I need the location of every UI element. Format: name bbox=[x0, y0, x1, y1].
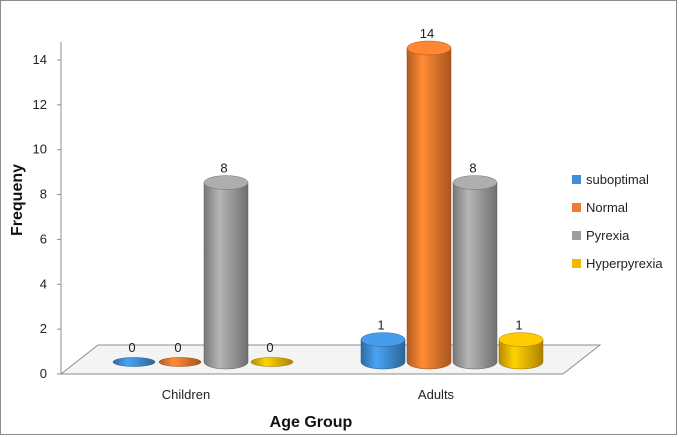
data-label: 8 bbox=[469, 161, 476, 176]
bar-hyperpyrexia-adults bbox=[498, 339, 544, 370]
legend-label: Pyrexia bbox=[586, 227, 630, 243]
legend-item-normal: Normal bbox=[572, 198, 663, 216]
bar-normal-adults bbox=[406, 47, 452, 370]
data-label: 14 bbox=[420, 26, 434, 41]
legend-label: suboptimal bbox=[586, 171, 649, 187]
x-axis-title: Age Group bbox=[270, 414, 353, 431]
data-label: 1 bbox=[377, 318, 384, 333]
data-label: 1 bbox=[515, 318, 522, 333]
x-tick-label: Children bbox=[162, 387, 210, 402]
y-tick-label: 14 bbox=[33, 52, 47, 67]
data-label: 0 bbox=[128, 340, 135, 355]
legend: suboptimal Normal Pyrexia Hyperpyrexia bbox=[572, 170, 663, 282]
y-axis-title: Frequeny bbox=[9, 164, 26, 236]
bar-top-pyrexia-adults bbox=[452, 175, 498, 190]
legend-item-pyrexia: Pyrexia bbox=[572, 226, 663, 244]
legend-swatch bbox=[572, 174, 581, 184]
legend-item-hyperpyrexia: Hyperpyrexia bbox=[572, 254, 663, 272]
legend-swatch bbox=[572, 258, 581, 268]
bar-top-hyperpyrexia-adults bbox=[498, 332, 544, 347]
legend-swatch bbox=[572, 202, 581, 212]
bar-normal-children bbox=[158, 357, 202, 367]
y-tick-label: 8 bbox=[40, 187, 47, 202]
bar-top-normal-adults bbox=[406, 40, 452, 56]
data-label: 0 bbox=[174, 340, 181, 355]
bar-pyrexia-children bbox=[203, 182, 249, 370]
y-tick-label: 2 bbox=[40, 321, 47, 336]
y-tick-label: 12 bbox=[33, 97, 47, 112]
y-tick-label: 6 bbox=[40, 231, 47, 246]
bar-suboptimal-adults bbox=[360, 339, 406, 370]
legend-swatch bbox=[572, 230, 581, 240]
bar-top-pyrexia-children bbox=[203, 175, 249, 190]
bar-pyrexia-adults bbox=[452, 182, 498, 370]
x-tick-label: Adults bbox=[418, 387, 455, 402]
data-label: 8 bbox=[220, 161, 227, 176]
bar-hyperpyrexia-children bbox=[250, 357, 294, 367]
data-label: 0 bbox=[266, 340, 273, 355]
legend-label: Hyperpyrexia bbox=[586, 255, 663, 271]
y-tick-label: 0 bbox=[40, 366, 47, 381]
y-tick-label: 4 bbox=[40, 276, 47, 291]
legend-label: Normal bbox=[586, 199, 628, 215]
bar-suboptimal-children bbox=[112, 357, 156, 367]
y-tick-label: 10 bbox=[33, 142, 47, 157]
legend-item-suboptimal: suboptimal bbox=[572, 170, 663, 188]
bar-top-suboptimal-adults bbox=[360, 332, 406, 347]
